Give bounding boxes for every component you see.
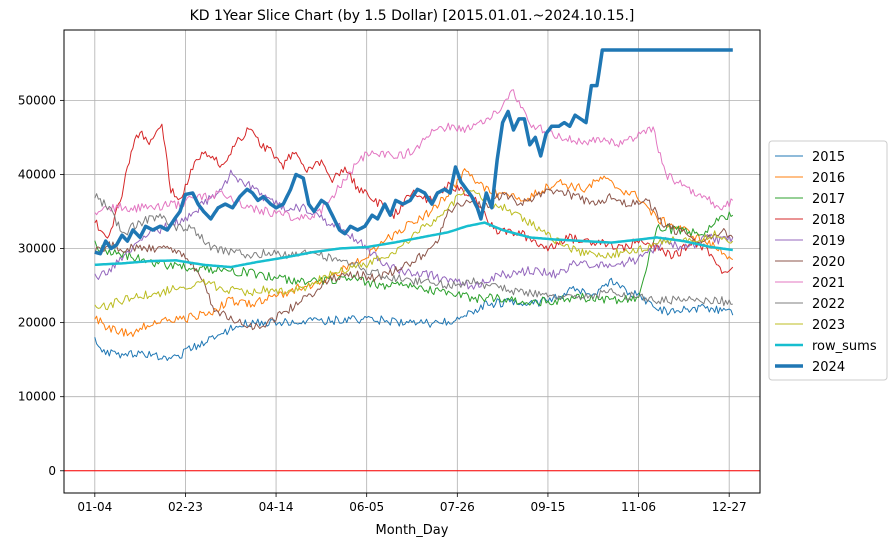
x-tick-label: 02-23 (168, 500, 203, 514)
y-axis: 0 10000 20000 30000 40000 50000 (18, 93, 64, 478)
y-tick-label: 50000 (18, 93, 56, 107)
series-line-2022 (94, 193, 733, 307)
legend-label-2019: 2019 (812, 234, 845, 249)
legend-label-2016: 2016 (812, 171, 845, 186)
series-line-2023 (94, 189, 734, 311)
x-tick-label: 12-27 (712, 500, 747, 514)
legend-label-2023: 2023 (812, 318, 845, 333)
legend-label-row_sums: row_sums (812, 339, 877, 354)
legend-label-2015: 2015 (812, 150, 845, 165)
series-line-row_sums (94, 221, 733, 269)
legend-frame (768, 140, 888, 381)
chart-title: KD 1Year Slice Chart (by 1.5 Dollar) [20… (190, 8, 635, 24)
series-layer (94, 48, 734, 361)
x-tick-label: 01-04 (77, 500, 112, 514)
legend-label-2017: 2017 (812, 192, 845, 207)
legend-label-2021: 2021 (812, 276, 845, 291)
x-tick-label: 07-26 (440, 500, 475, 514)
plot-frame (63, 29, 761, 494)
x-tick-label: 09-15 (531, 500, 566, 514)
y-tick-label: 30000 (18, 242, 56, 256)
series-line-2016 (94, 168, 734, 338)
x-axis: 01-04 02-23 04-14 06-05 07-26 09-15 11-06 12-27 (77, 493, 747, 514)
legend-label-2018: 2018 (812, 213, 845, 228)
y-tick-label: 10000 (18, 390, 56, 404)
legend-label-2024: 2024 (812, 360, 845, 375)
series-line-2019 (94, 169, 734, 290)
x-tick-label: 11-06 (621, 500, 656, 514)
legend-label-2020: 2020 (812, 255, 845, 270)
series-line-2021 (94, 89, 734, 221)
x-tick-label: 04-14 (259, 500, 294, 514)
grid (64, 30, 760, 493)
x-tick-label: 06-05 (349, 500, 384, 514)
legend-label-2022: 2022 (812, 297, 845, 312)
series-line-2024 (94, 48, 733, 256)
series-line-2018 (94, 123, 734, 274)
y-tick-label: 40000 (18, 167, 56, 181)
series-line-2015 (94, 277, 734, 361)
legend: 2015 2016 2017 2018 2019 2020 2021 2022 2023 row_… (768, 140, 888, 381)
y-tick-label: 0 (48, 464, 56, 478)
y-tick-label: 20000 (18, 316, 56, 330)
series-line-2020 (94, 188, 734, 331)
x-axis-label: Month_Day (376, 523, 449, 538)
